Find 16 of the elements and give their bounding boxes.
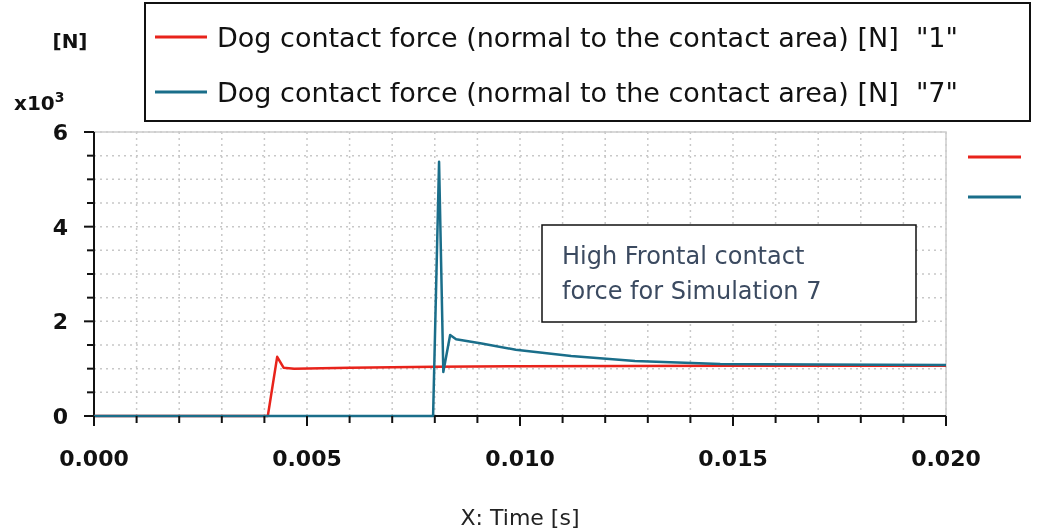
x-tick-label: 0.005: [272, 446, 342, 471]
text: x10$^{3}$: [14, 89, 65, 115]
annotation: High Frontal contact force for Simulation 7: [562, 242, 822, 305]
text-box: High Frontal contact force for Simulation 7: [541, 224, 917, 323]
y-tick-label: 2: [52, 309, 68, 335]
x-tick-label: 0.020: [911, 446, 981, 471]
y-tick-label: 0: [52, 404, 68, 429]
y-axis-title: [N]: [52, 29, 88, 53]
legend-label: Dog contact force (normal to the contact area) [N] "1": [217, 22, 958, 53]
x-tick-label: 0.000: [59, 446, 129, 471]
y-tick-label: 6: [52, 120, 68, 145]
legend-label: Dog contact force (normal to the contact area) [N] "7": [217, 77, 958, 108]
x-tick-label: 0.015: [698, 446, 768, 471]
x-tick-label: 0.010: [485, 446, 555, 471]
y-tick-label: 4: [52, 214, 68, 240]
x-axis-title: X: Time [s]: [460, 505, 580, 530]
